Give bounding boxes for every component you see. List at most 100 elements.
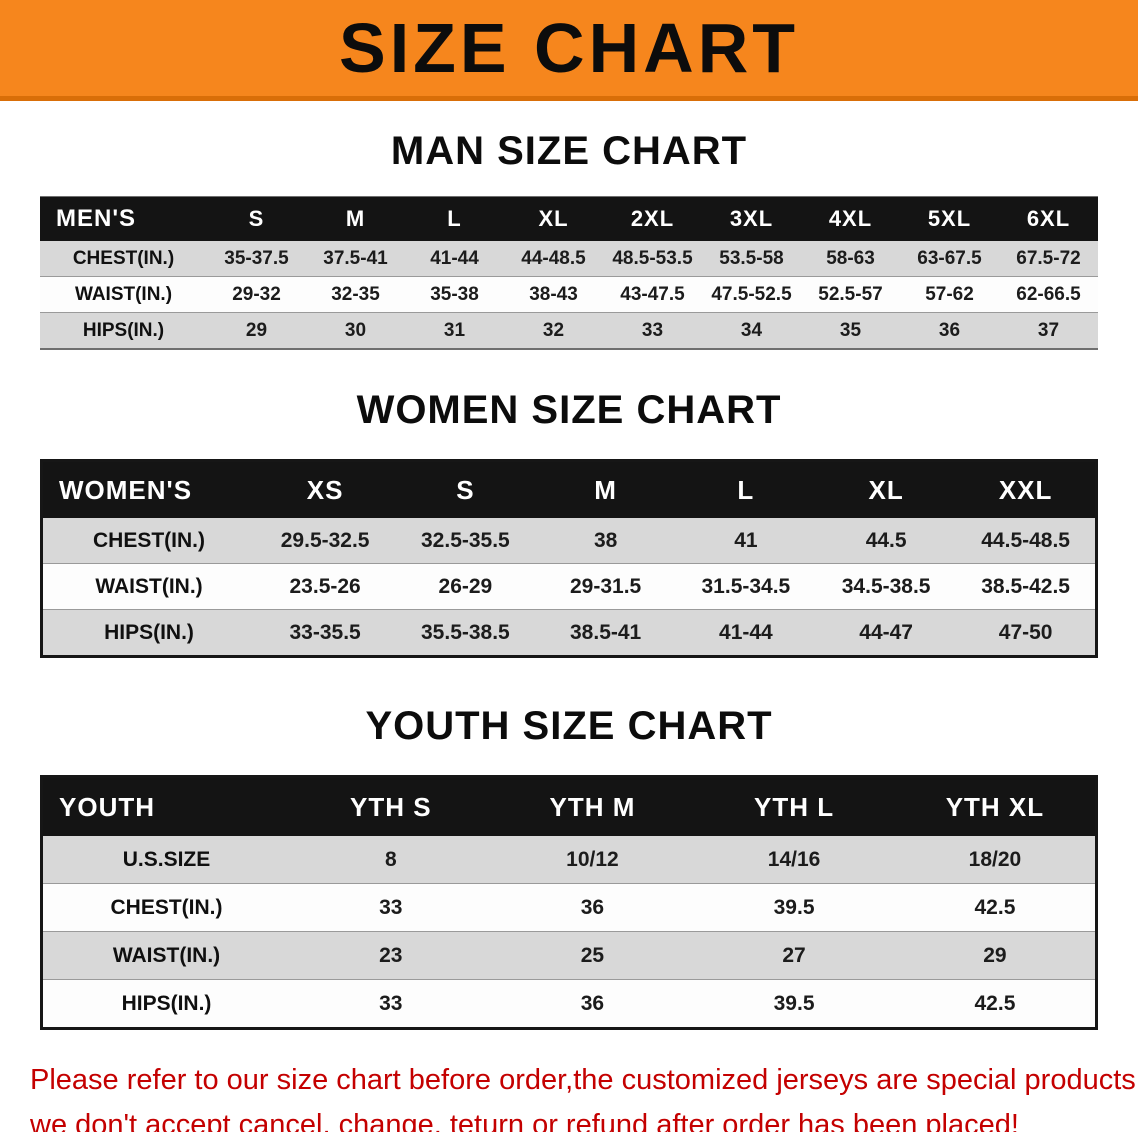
size-value-cell: 42.5 <box>974 991 1016 1015</box>
size-value-cell: 44-48.5 <box>521 247 586 269</box>
measurement-row: U.S.SIZE 8 10/12 14/16 18/20 <box>41 836 1097 884</box>
table-title-cell: YOUTH <box>41 776 290 836</box>
size-header-cell: YTH S <box>290 776 492 836</box>
measurement-row: WAIST(IN.) 23.5-26 26-29 29-31.5 31.5-34.5 34… <box>41 563 1097 610</box>
size-header-cell: XL <box>816 460 957 518</box>
measurement-row: WAIST(IN.) 29-32 32-35 35-38 38-43 43-47.5 47.… <box>40 276 1098 313</box>
women-table-header: WOMEN'S XS S M L XL XXL <box>41 460 1097 518</box>
size-value-cell: 23 <box>379 943 403 967</box>
size-value-cell: 33 <box>641 319 664 341</box>
size-value-cell: 18/20 <box>968 847 1022 871</box>
row-label: HIPS(IN.) <box>121 991 212 1015</box>
size-value-cell: 48.5-53.5 <box>612 247 693 269</box>
women-section: WOMEN SIZE CHART WOMEN'S XS S M L XL XXL CHEST… <box>0 388 1138 658</box>
size-value-cell: 62-66.5 <box>1016 283 1081 305</box>
size-header-cell: 5XL <box>900 196 999 241</box>
size-header-cell: XS <box>255 460 396 518</box>
women-size-table: WOMEN'S XS S M L XL XXL CHEST(IN.) 29.5-32.5 32.… <box>40 459 1098 658</box>
size-value-cell: 58-63 <box>826 247 875 269</box>
size-value-cell: 41 <box>734 528 758 552</box>
measurement-row: CHEST(IN.) 33 36 39.5 42.5 <box>41 883 1097 932</box>
size-header-cell: 4XL <box>801 196 900 241</box>
table-title-cell: MEN'S <box>40 196 207 241</box>
size-header-cell: S <box>395 460 536 518</box>
size-value-cell: 29-31.5 <box>570 574 642 598</box>
youth-size-table: YOUTH YTH S YTH M YTH L YTH XL U.S.SIZE 8 10/1… <box>40 775 1098 1030</box>
size-value-cell: 34 <box>740 319 763 341</box>
size-value-cell: 29 <box>983 943 1007 967</box>
size-value-cell: 43-47.5 <box>620 283 685 305</box>
size-value-cell: 32 <box>542 319 565 341</box>
measurement-row: CHEST(IN.) 35-37.5 37.5-41 41-44 44-48.5 48.5… <box>40 241 1098 277</box>
size-value-cell: 38.5-41 <box>570 620 642 644</box>
row-label: HIPS(IN.) <box>104 620 194 644</box>
size-value-cell: 33-35.5 <box>289 620 361 644</box>
size-value-cell: 36 <box>580 991 605 1015</box>
size-value-cell: 33 <box>379 991 403 1015</box>
measurement-row: HIPS(IN.) 33 36 39.5 42.5 <box>41 979 1097 1029</box>
size-value-cell: 31 <box>443 319 466 341</box>
youth-section-heading: YOUTH SIZE CHART <box>365 704 773 748</box>
men-table-header: MEN'S S M L XL 2XL 3XL 4XL 5XL 6XL <box>40 196 1098 241</box>
men-table-body: CHEST(IN.) 35-37.5 37.5-41 41-44 44-48.5 48.5… <box>40 241 1098 349</box>
header-row: YOUTH YTH S YTH M YTH L YTH XL <box>41 776 1097 836</box>
size-value-cell: 52.5-57 <box>818 283 883 305</box>
size-value-cell: 34.5-38.5 <box>841 574 931 598</box>
size-header-cell: YTH M <box>491 776 694 836</box>
size-header-cell: XL <box>504 196 603 241</box>
women-table-body: CHEST(IN.) 29.5-32.5 32.5-35.5 38 41 44.5 44.5… <box>41 518 1097 657</box>
size-header-cell: 6XL <box>999 196 1098 241</box>
size-header-cell: L <box>675 460 816 518</box>
size-value-cell: 44-47 <box>859 620 913 644</box>
row-label: U.S.SIZE <box>122 847 211 871</box>
row-label: CHEST(IN.) <box>72 247 175 269</box>
title-banner: SIZE CHART <box>0 0 1138 101</box>
row-label: CHEST(IN.) <box>110 895 223 919</box>
size-value-cell: 42.5 <box>974 895 1016 919</box>
size-value-cell: 35-37.5 <box>224 247 289 269</box>
measurement-row: WAIST(IN.) 23 25 27 29 <box>41 931 1097 980</box>
table-title-cell: WOMEN'S <box>41 460 255 518</box>
row-label: WAIST(IN.) <box>112 943 221 967</box>
size-value-cell: 44.5 <box>865 528 907 552</box>
size-value-cell: 35-38 <box>430 283 479 305</box>
size-value-cell: 41-44 <box>719 620 773 644</box>
size-value-cell: 29-32 <box>232 283 281 305</box>
size-value-cell: 57-62 <box>925 283 974 305</box>
size-header-cell: 2XL <box>603 196 702 241</box>
size-value-cell: 47.5-52.5 <box>711 283 792 305</box>
disclaimer-line-2: we don't accept cancel, change, teturn o… <box>30 1108 1019 1132</box>
size-value-cell: 37 <box>1037 319 1060 341</box>
size-value-cell: 53.5-58 <box>719 247 784 269</box>
size-header-cell: S <box>207 196 306 241</box>
size-header-cell: XXL <box>956 460 1097 518</box>
youth-table-body: U.S.SIZE 8 10/12 14/16 18/20 CHEST(IN.) 33 36 39… <box>41 836 1097 1029</box>
size-value-cell: 41-44 <box>430 247 479 269</box>
measurement-row: CHEST(IN.) 29.5-32.5 32.5-35.5 38 41 44.5 44.5… <box>41 518 1097 564</box>
disclaimer-line-1: Please refer to our size chart before or… <box>30 1064 1138 1096</box>
size-value-cell: 67.5-72 <box>1016 247 1081 269</box>
header-row: WOMEN'S XS S M L XL XXL <box>41 460 1097 518</box>
size-value-cell: 36 <box>938 319 961 341</box>
size-value-cell: 32.5-35.5 <box>421 528 510 552</box>
size-value-cell: 26-29 <box>438 574 493 598</box>
size-value-cell: 10/12 <box>566 847 619 871</box>
men-section: MAN SIZE CHART MEN'S S M L XL 2XL 3XL 4XL 5XL 6XL… <box>0 129 1138 350</box>
size-header-cell: L <box>405 196 504 241</box>
size-value-cell: 14/16 <box>767 847 821 871</box>
size-value-cell: 30 <box>344 319 367 341</box>
row-label: WAIST(IN.) <box>74 283 173 305</box>
size-value-cell: 31.5-34.5 <box>701 574 791 598</box>
men-section-heading: MAN SIZE CHART <box>390 129 748 173</box>
row-label: CHEST(IN.) <box>93 528 205 552</box>
size-value-cell: 32-35 <box>331 283 380 305</box>
women-section-heading: WOMEN SIZE CHART <box>356 388 782 432</box>
size-value-cell: 35.5-38.5 <box>421 620 510 644</box>
row-label: WAIST(IN.) <box>95 574 203 598</box>
size-value-cell: 44.5-48.5 <box>981 528 1070 552</box>
size-value-cell: 38 <box>593 528 618 552</box>
men-size-table: MEN'S S M L XL 2XL 3XL 4XL 5XL 6XL CHEST(IN.) 35-3… <box>40 196 1098 350</box>
size-value-cell: 29 <box>245 319 268 341</box>
size-value-cell: 47-50 <box>998 620 1053 644</box>
measurement-row: HIPS(IN.) 29 30 31 32 33 34 35 36 37 <box>40 312 1098 349</box>
